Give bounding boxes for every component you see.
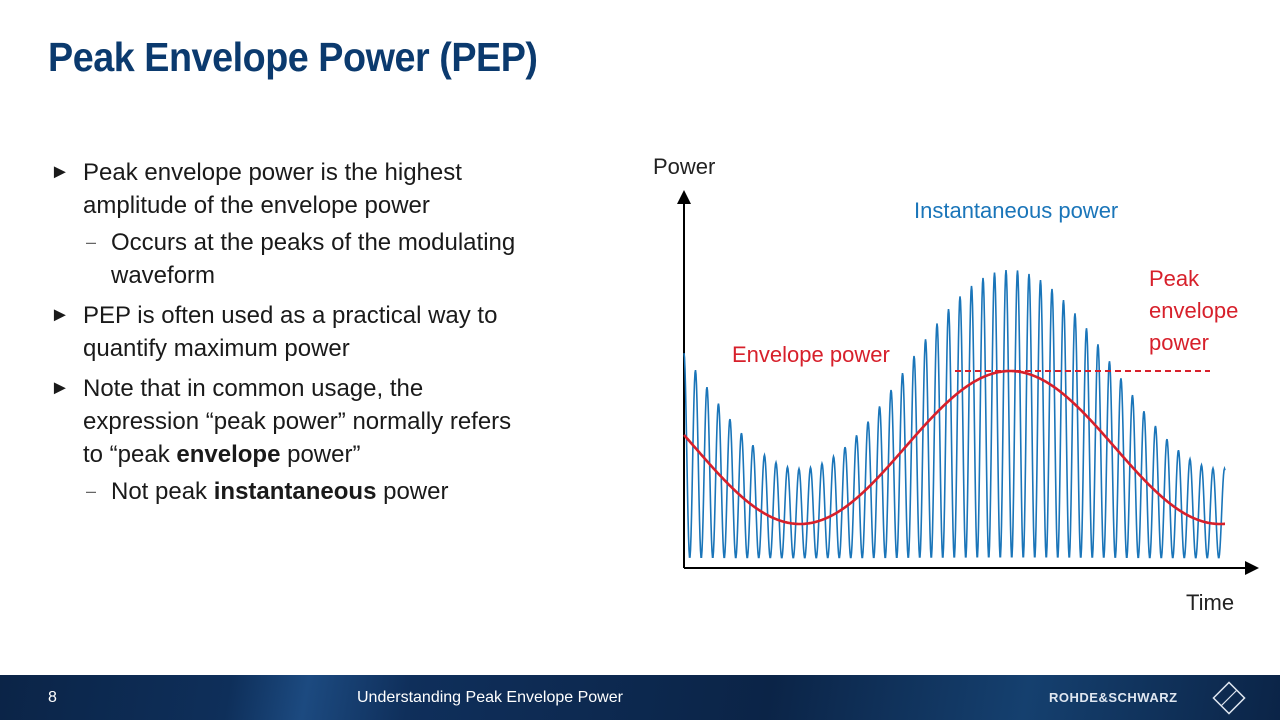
- diagram: Power Time Instantaneous power Envelope …: [653, 154, 1259, 615]
- peak-label-line: power: [1149, 330, 1209, 355]
- footer-title: Understanding Peak Envelope Power: [357, 689, 623, 706]
- slide-title: Peak Envelope Power (PEP): [48, 34, 538, 80]
- instantaneous-wave: [683, 270, 1226, 559]
- brand-logo: ROHDE&SCHWARZ: [1049, 690, 1178, 705]
- footer-bar: 8 Understanding Peak Envelope Power ROHD…: [0, 675, 1280, 720]
- bullet-text: power”: [280, 441, 361, 468]
- x-axis-label: Time: [1186, 590, 1234, 615]
- bullet-text: power: [376, 478, 449, 505]
- bullet: Peak envelope power is the highest ampli…: [50, 156, 520, 222]
- bullet-text: envelope: [176, 441, 281, 468]
- bullet-text: Occurs at the peaks of the modulating wa…: [111, 229, 516, 289]
- bullet: Not peak instantaneous power: [50, 475, 520, 508]
- envelope-label: Envelope power: [732, 342, 890, 367]
- bullet: PEP is often used as a practical way to …: [50, 299, 520, 365]
- envelope-curve: [683, 369, 1225, 526]
- bullet: Occurs at the peaks of the modulating wa…: [50, 226, 520, 292]
- instantaneous-label: Instantaneous power: [914, 198, 1118, 223]
- y-axis-label: Power: [653, 154, 715, 179]
- bullet-text: instantaneous: [213, 478, 377, 505]
- peak-label-line: Peak: [1149, 266, 1200, 291]
- bullet-text: Not peak: [111, 478, 214, 505]
- bullet-list: Peak envelope power is the highest ampli…: [50, 156, 520, 515]
- bullet-text: PEP is often used as a practical way to …: [83, 302, 498, 362]
- page-number: 8: [48, 689, 57, 706]
- bullet: Note that in common usage, the expressio…: [50, 372, 520, 471]
- peak-label-line: envelope: [1149, 298, 1238, 323]
- brand-emblem: [1212, 681, 1246, 715]
- bullet-text: Note that in common usage, the expressio…: [83, 375, 512, 468]
- peak-label: Peak envelope power: [1149, 266, 1238, 355]
- bullet-text: Peak envelope power is the highest ampli…: [83, 159, 462, 219]
